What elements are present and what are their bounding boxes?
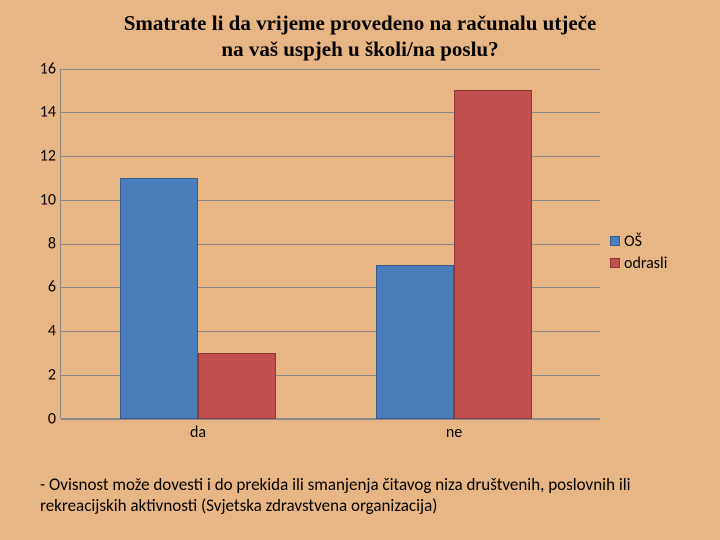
bars-layer	[60, 69, 600, 419]
y-tick-label: 12	[30, 147, 56, 166]
gridline	[61, 419, 600, 420]
y-tick-label: 6	[30, 278, 56, 297]
bar	[120, 178, 198, 419]
legend: OŠ odrasli	[610, 229, 690, 276]
x-tick-label: ne	[376, 423, 532, 442]
legend-swatch	[610, 258, 620, 268]
x-tick-label: da	[120, 423, 276, 442]
y-tick-label: 16	[30, 59, 56, 78]
title-line-1: Smatrate li da vrijeme provedeno na raču…	[124, 11, 597, 35]
y-tick-label: 2	[30, 365, 56, 384]
title-line-2: na vaš uspjeh u školi/na poslu?	[221, 37, 498, 61]
legend-swatch	[610, 236, 620, 246]
y-tick-label: 4	[30, 322, 56, 341]
y-tick-label: 10	[30, 190, 56, 209]
legend-label: OŠ	[624, 232, 642, 251]
bar	[198, 353, 276, 419]
legend-label: odrasli	[624, 254, 667, 273]
y-tick-label: 8	[30, 234, 56, 253]
chart-title: Smatrate li da vrijeme provedeno na raču…	[70, 10, 650, 63]
y-tick-label: 0	[30, 409, 56, 428]
chart: OŠodrasli 0246810121416dane	[30, 69, 690, 449]
bar	[454, 90, 532, 418]
slide: Smatrate li da vrijeme provedeno na raču…	[0, 0, 720, 540]
y-tick-label: 14	[30, 103, 56, 122]
legend-item: odrasli	[610, 254, 690, 273]
bar	[376, 265, 454, 418]
legend-item: OŠ	[610, 232, 690, 251]
caption-text: - Ovisnost može dovesti i do prekida ili…	[40, 474, 680, 517]
